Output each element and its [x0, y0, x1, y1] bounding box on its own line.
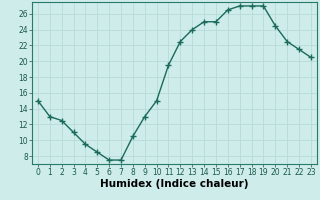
- X-axis label: Humidex (Indice chaleur): Humidex (Indice chaleur): [100, 179, 249, 189]
